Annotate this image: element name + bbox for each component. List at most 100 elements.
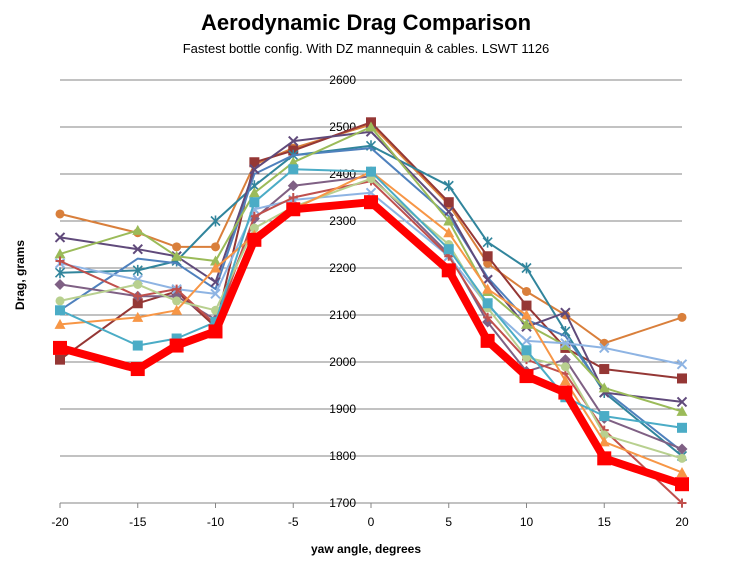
data-point xyxy=(247,232,262,247)
data-point xyxy=(171,304,183,315)
data-point xyxy=(559,375,571,386)
data-point xyxy=(54,267,66,279)
data-point xyxy=(676,466,688,477)
data-point xyxy=(443,227,455,238)
x-tick-label: 20 xyxy=(675,515,689,529)
y-tick-label: 2100 xyxy=(329,308,356,322)
chart-subtitle: Fastest bottle config. With DZ mannequin… xyxy=(183,41,550,56)
data-point xyxy=(480,333,495,348)
data-point xyxy=(483,312,493,322)
data-point xyxy=(597,451,612,466)
data-point xyxy=(676,443,688,455)
y-tick-label: 1700 xyxy=(329,496,356,510)
data-point xyxy=(133,279,143,289)
data-point xyxy=(288,164,299,175)
data-point xyxy=(54,232,66,243)
data-point xyxy=(559,340,571,351)
y-tick-label: 2200 xyxy=(329,261,356,275)
data-point xyxy=(171,250,183,261)
data-point xyxy=(130,362,145,377)
series-9 xyxy=(55,176,687,508)
data-point xyxy=(677,498,687,508)
data-point xyxy=(560,337,571,349)
data-point xyxy=(676,359,688,370)
data-point xyxy=(132,311,144,322)
data-point xyxy=(482,274,493,285)
data-point xyxy=(560,362,570,372)
data-point xyxy=(365,121,377,132)
data-point xyxy=(599,411,610,422)
series-line xyxy=(59,147,683,453)
data-point xyxy=(482,298,493,309)
data-point xyxy=(248,187,260,198)
series-layer xyxy=(53,117,689,508)
x-tick-label: 10 xyxy=(520,515,534,529)
x-tick-label: 5 xyxy=(445,515,452,529)
data-point xyxy=(443,197,454,208)
series-11 xyxy=(54,166,688,477)
data-point xyxy=(169,338,184,353)
data-point xyxy=(521,318,532,329)
data-point xyxy=(287,156,299,167)
x-tick-label: 0 xyxy=(368,515,375,529)
data-point xyxy=(132,243,143,255)
y-tick-label: 2600 xyxy=(329,73,356,87)
data-point xyxy=(677,312,687,322)
data-point xyxy=(598,436,610,447)
chart-title: Aerodynamic Drag Comparison xyxy=(201,10,531,35)
data-point xyxy=(208,324,223,339)
data-point xyxy=(172,242,182,252)
data-point xyxy=(249,157,260,168)
x-tick-label: -5 xyxy=(288,515,299,529)
x-tick-label: -15 xyxy=(129,515,147,529)
data-point xyxy=(443,180,454,192)
data-point xyxy=(172,296,182,306)
series-13 xyxy=(53,195,689,492)
data-point xyxy=(132,264,143,276)
y-tick-label: 1800 xyxy=(329,449,356,463)
data-point xyxy=(443,215,455,226)
data-point xyxy=(676,405,688,416)
series-6 xyxy=(54,121,688,416)
series-line xyxy=(59,121,683,380)
data-point xyxy=(482,251,493,262)
data-point xyxy=(599,342,610,354)
data-point xyxy=(55,256,65,266)
data-point xyxy=(519,369,534,384)
data-point xyxy=(677,453,687,463)
data-point xyxy=(676,396,688,408)
data-point xyxy=(132,340,143,351)
data-point xyxy=(249,197,260,208)
x-axis-ticks: -20 -15 -10 -5 0 5 10 15 20 xyxy=(51,503,689,529)
data-point xyxy=(521,309,532,320)
data-point xyxy=(55,305,65,316)
data-point xyxy=(443,244,454,255)
data-point xyxy=(482,283,494,294)
data-point xyxy=(287,180,299,192)
data-point xyxy=(55,296,65,306)
series-4 xyxy=(59,147,683,453)
series-1 xyxy=(55,120,687,348)
x-tick-label: -10 xyxy=(207,515,225,529)
data-point xyxy=(599,364,610,375)
x-tick-label: -20 xyxy=(51,515,69,529)
data-point xyxy=(210,262,221,273)
data-point xyxy=(677,373,687,384)
data-point xyxy=(54,318,66,329)
data-point xyxy=(210,288,221,300)
data-point xyxy=(675,477,689,492)
data-point xyxy=(558,385,573,400)
data-point xyxy=(522,287,531,296)
data-point xyxy=(521,345,532,356)
data-point xyxy=(288,135,299,147)
data-point xyxy=(171,333,182,344)
data-point xyxy=(482,236,493,248)
data-point xyxy=(521,262,532,274)
y-tick-label: 2000 xyxy=(329,355,356,369)
data-point xyxy=(559,354,571,366)
data-point xyxy=(54,278,66,290)
data-point xyxy=(249,223,259,233)
data-point xyxy=(210,215,221,227)
data-point xyxy=(249,164,260,175)
